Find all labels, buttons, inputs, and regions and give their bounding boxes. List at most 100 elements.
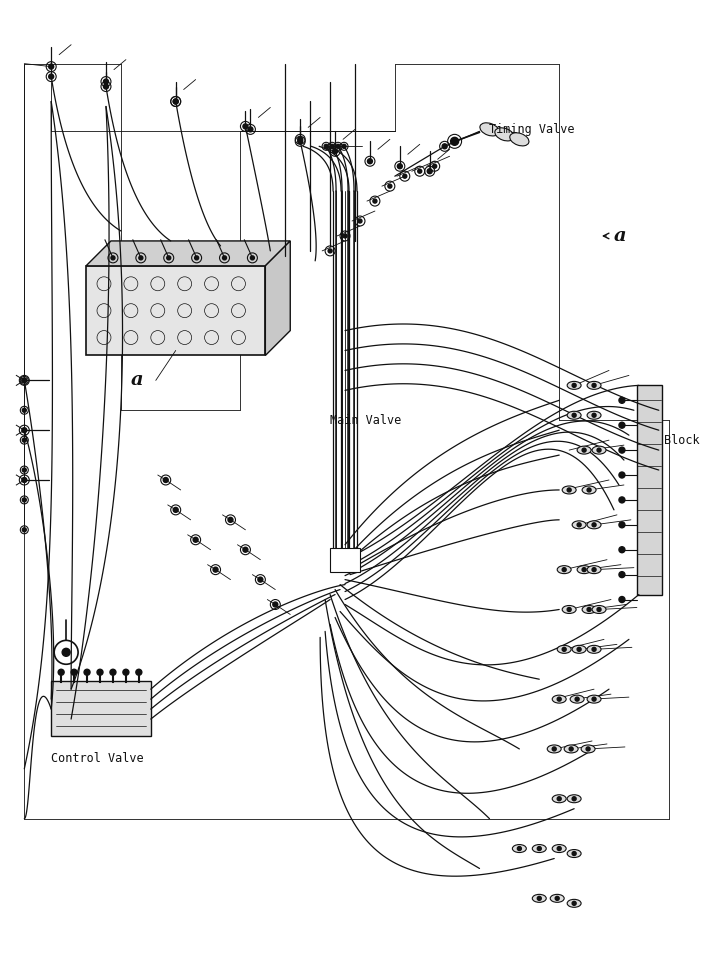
Text: Control Valve: Control Valve [51,752,144,766]
Circle shape [569,747,573,751]
Circle shape [333,148,337,154]
Circle shape [572,384,576,388]
Ellipse shape [552,695,566,703]
Circle shape [228,518,233,523]
Circle shape [167,256,171,260]
Bar [637,386,661,594]
Circle shape [358,219,362,223]
Circle shape [258,577,263,582]
Circle shape [250,256,255,260]
Circle shape [330,145,334,148]
Circle shape [213,568,218,572]
Bar [86,266,265,355]
Circle shape [592,697,596,701]
Circle shape [104,79,108,84]
Text: a: a [131,371,143,389]
Circle shape [619,571,625,578]
Circle shape [273,602,278,607]
Circle shape [619,497,625,503]
Circle shape [575,697,579,701]
Circle shape [537,897,541,901]
Circle shape [243,547,248,552]
Circle shape [582,448,586,452]
Circle shape [388,184,392,189]
Circle shape [592,413,596,417]
Circle shape [403,174,407,178]
Circle shape [367,159,372,164]
Ellipse shape [582,486,596,494]
Text: a: a [614,227,627,245]
Circle shape [619,447,625,453]
Ellipse shape [572,521,586,529]
Circle shape [432,165,437,168]
Ellipse shape [557,566,571,573]
Ellipse shape [581,745,595,753]
Circle shape [163,478,168,482]
Circle shape [572,901,576,905]
Circle shape [324,145,328,148]
Ellipse shape [587,695,601,703]
Circle shape [586,747,590,751]
Ellipse shape [562,486,576,494]
Circle shape [223,256,226,260]
Circle shape [582,568,586,571]
Text: Timing Valve: Timing Valve [489,122,575,136]
Ellipse shape [567,850,581,857]
Circle shape [572,797,576,801]
Circle shape [123,669,129,676]
Circle shape [572,852,576,856]
Circle shape [537,847,541,851]
Ellipse shape [557,645,571,654]
Ellipse shape [510,133,529,145]
Ellipse shape [587,645,601,654]
Circle shape [592,568,596,571]
Circle shape [243,123,248,129]
Circle shape [577,523,581,526]
Ellipse shape [572,645,586,654]
Circle shape [619,422,625,428]
Circle shape [49,74,54,79]
Ellipse shape [564,745,578,753]
Circle shape [173,507,178,512]
Circle shape [572,413,576,417]
Circle shape [22,378,26,383]
Circle shape [328,249,332,253]
Circle shape [619,472,625,478]
Circle shape [342,145,346,148]
Ellipse shape [532,895,546,902]
Ellipse shape [550,895,564,902]
Circle shape [49,64,54,69]
Circle shape [587,608,591,612]
Circle shape [518,847,521,851]
Circle shape [567,608,571,612]
Ellipse shape [547,745,562,753]
Ellipse shape [570,695,584,703]
Ellipse shape [567,900,581,907]
Ellipse shape [513,845,526,853]
Ellipse shape [577,566,591,573]
Circle shape [557,847,562,851]
Circle shape [592,647,596,652]
Ellipse shape [577,446,591,454]
Circle shape [22,468,26,472]
Circle shape [22,478,27,482]
Circle shape [111,256,115,260]
Circle shape [139,256,143,260]
Circle shape [84,669,90,676]
Circle shape [451,138,459,145]
Circle shape [58,669,64,676]
Circle shape [136,669,142,676]
Circle shape [195,256,199,260]
Circle shape [442,144,447,148]
Text: Block: Block [664,434,699,447]
Ellipse shape [592,446,606,454]
Circle shape [71,669,77,676]
Circle shape [343,234,347,238]
Circle shape [22,428,27,433]
Circle shape [557,697,562,701]
Circle shape [557,797,562,801]
Circle shape [567,488,571,492]
Ellipse shape [495,128,514,141]
Ellipse shape [552,845,566,853]
Circle shape [597,608,601,612]
